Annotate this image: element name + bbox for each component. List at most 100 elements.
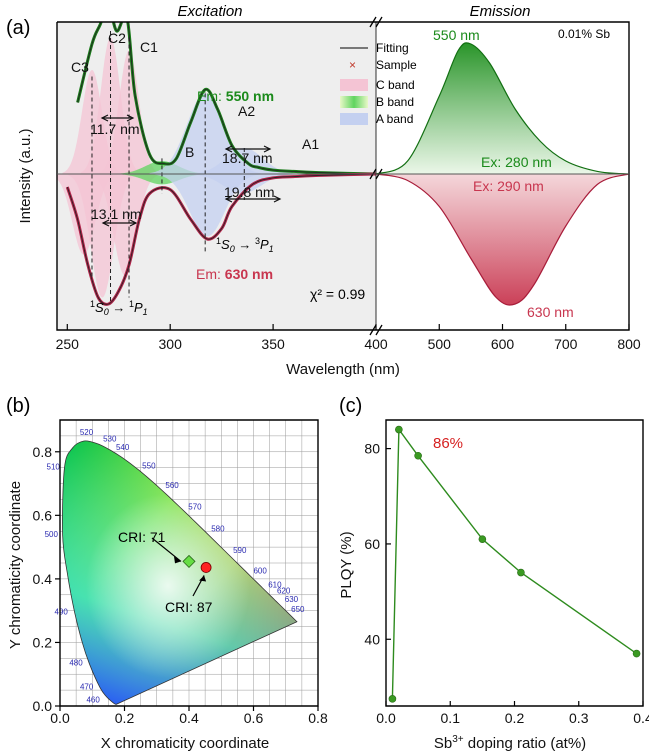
- peak-c1: C1: [140, 39, 158, 55]
- cri-71-arrowhead: [174, 556, 181, 564]
- peak-c2: C2: [108, 30, 126, 46]
- b-x-tick-label: 0.0: [50, 710, 70, 726]
- wavelength-label-560: 560: [165, 481, 179, 490]
- b-x-tick-label: 0.2: [115, 710, 135, 726]
- wavelength-label-530: 530: [103, 435, 117, 444]
- x-tick-label-600: 600: [491, 336, 515, 352]
- legend-b-band: B band: [376, 95, 414, 109]
- wavelength-label-630: 630: [285, 595, 299, 604]
- wavelength-label-610: 610: [268, 580, 282, 589]
- wavelength-label-620: 620: [277, 586, 291, 595]
- wavelength-label-540: 540: [116, 443, 130, 452]
- panel-a-label: (a): [6, 17, 30, 39]
- cri-87-label: CRI: 87: [165, 599, 213, 615]
- sample-note: 0.01% Sb: [558, 27, 610, 41]
- b-y-tick-label: 0.0: [33, 698, 53, 714]
- legend-b-band-swatch: [340, 96, 368, 108]
- em-550-label: Em: 550 nm: [197, 88, 274, 104]
- ex-290-label: Ex: 290 nm: [473, 178, 544, 194]
- panel-b-label: (b): [6, 395, 30, 417]
- c1-band-top: [99, 50, 159, 175]
- wavelength-label-650: 650: [291, 605, 305, 614]
- arrow-13-1-head-r: [129, 219, 138, 227]
- plqy-point: [414, 451, 422, 460]
- c-x-tick-label: 0.4: [633, 710, 649, 726]
- spacing-13-1: 13.1 nm: [91, 206, 142, 222]
- cri-87-point: [200, 562, 212, 573]
- x-tick-label-400: 400: [364, 336, 388, 352]
- panel-c-chart: 0.0 0.1 0.2 0.3 0.4 40 60 80: [364, 419, 649, 726]
- cie-gamut-white: [62, 440, 297, 705]
- plqy-line: [391, 427, 638, 699]
- c-y-tick-label: 80: [364, 441, 380, 457]
- x-tick-label-700: 700: [554, 336, 578, 352]
- wavelength-label-550: 550: [142, 461, 156, 470]
- wavelength-label-600: 600: [253, 566, 267, 575]
- wavelength-label-500: 500: [45, 530, 59, 539]
- peak-c3: C3: [71, 59, 89, 75]
- c-x-tick-label: 0.2: [505, 710, 525, 726]
- wavelength-label-590: 590: [233, 546, 247, 555]
- panel-a-legend: Fitting × Sample C band B band A band: [340, 41, 417, 126]
- arrow-18-7-head-l: [224, 145, 233, 153]
- emission-red-line: [375, 173, 629, 306]
- arrow-11-7-head-l: [100, 114, 109, 122]
- legend-a-band: A band: [376, 112, 413, 126]
- wavelength-label-570: 570: [188, 503, 202, 512]
- b-x-tick-label: 0.8: [308, 710, 328, 726]
- emission-red-fill: [376, 174, 629, 306]
- c-y-tick-label: 60: [364, 536, 380, 552]
- panel-c-label: (c): [339, 395, 362, 417]
- plqy-point: [517, 568, 525, 577]
- x-tick-label-500: 500: [428, 336, 452, 352]
- emission-green-line: [375, 42, 629, 175]
- excitation-630-fit: [66, 173, 377, 305]
- legend-c-band: C band: [376, 78, 415, 92]
- emission-title: Emission: [470, 3, 531, 20]
- wavelength-label-510: 510: [47, 463, 61, 472]
- chi-squared: χ² = 0.99: [310, 286, 365, 302]
- wavelength-label-580: 580: [211, 525, 225, 534]
- cri-87-arrowhead: [199, 575, 207, 582]
- plqy-point: [478, 535, 487, 543]
- plqy-point: [388, 695, 397, 703]
- legend-sample: Sample: [376, 58, 417, 72]
- wavelength-label-480: 480: [69, 659, 83, 668]
- c-x-tick-label: 0.0: [376, 710, 396, 726]
- c1-band-bottom: [91, 174, 159, 276]
- c-y-tick-label: 40: [364, 631, 380, 647]
- peak-a2: A2: [238, 103, 255, 119]
- legend-c-band-swatch: [340, 79, 368, 91]
- panel-c-y-label: PLQY (%): [338, 531, 355, 598]
- peak-b: B: [185, 144, 194, 160]
- panel-c-frame: [385, 419, 644, 707]
- wavelength-label-490: 490: [55, 607, 69, 616]
- cri-71-point: [182, 554, 196, 568]
- arrow-13-1-head-l: [101, 219, 110, 227]
- panel-a-x-label: Wavelength (nm): [286, 361, 400, 378]
- excitation-title: Excitation: [177, 3, 242, 20]
- x-tick-label-800: 800: [617, 336, 641, 352]
- ex-280-label: Ex: 280 nm: [481, 154, 552, 170]
- wavelength-label-520: 520: [80, 428, 94, 437]
- spacing-19-8: 19.8 nm: [224, 184, 275, 200]
- x-tick-label-300: 300: [159, 336, 183, 352]
- transition-3p1: 1S0 → 3P1: [216, 236, 274, 254]
- cri-71-label: CRI: 71: [118, 529, 166, 545]
- panel-a-plot-area: [57, 22, 629, 306]
- b-y-tick-label: 0.6: [33, 507, 53, 523]
- panel-c-note: 86%: [433, 435, 463, 452]
- plqy-point: [395, 425, 403, 434]
- b-y-tick-label: 0.2: [33, 634, 53, 650]
- legend-a-band-swatch: [340, 113, 368, 125]
- b-y-tick-label: 0.8: [33, 444, 53, 460]
- spacing-11-7: 11.7 nm: [90, 121, 140, 137]
- excitation-550-fit: [77, 22, 377, 175]
- wavelength-label-460: 460: [86, 695, 100, 704]
- spacing-18-7: 18.7 nm: [222, 150, 273, 166]
- legend-sample-swatch: ×: [349, 58, 356, 72]
- peak-a1: A1: [302, 136, 319, 152]
- legend-fitting: Fitting: [376, 41, 409, 55]
- arrow-19-8-head-l: [224, 195, 233, 203]
